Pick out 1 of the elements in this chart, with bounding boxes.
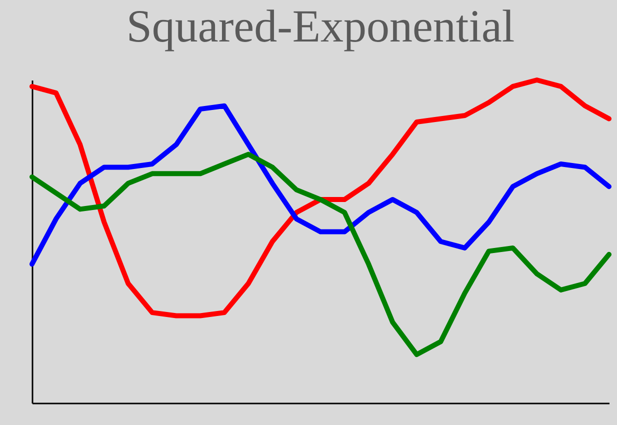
chart-title: Squared-Exponential xyxy=(126,0,515,52)
